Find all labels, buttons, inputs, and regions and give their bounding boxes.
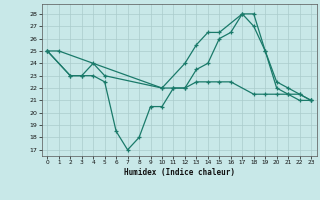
X-axis label: Humidex (Indice chaleur): Humidex (Indice chaleur) (124, 168, 235, 177)
